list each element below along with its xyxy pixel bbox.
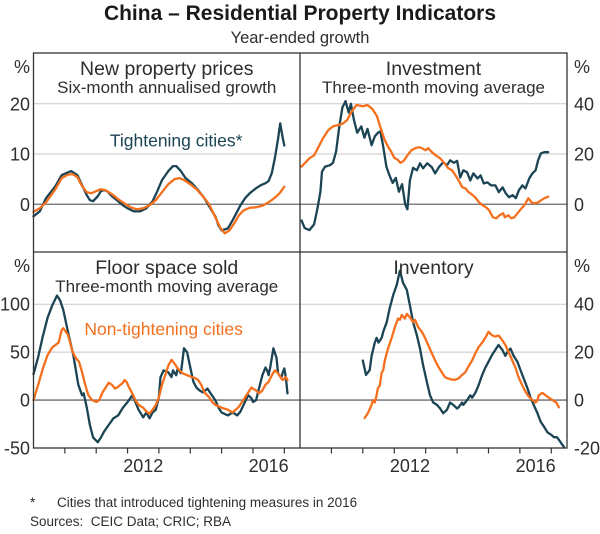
page-title: China – Residential Property Indicators: [103, 2, 497, 25]
y-axis-tick-label: 0: [20, 391, 30, 411]
series-line-tightening-cities: [300, 100, 550, 232]
y-axis-unit-label: %: [14, 57, 30, 77]
x-axis-year-label: 2012: [390, 456, 430, 476]
panel-subtitle-new-property-prices: Six-month annualised growth: [57, 78, 276, 97]
series-line-tightening-cities: [361, 269, 566, 448]
panel-subtitle-floor-space-sold: Three-month moving average: [55, 277, 278, 296]
panel-subtitle-investment: Three-month moving average: [322, 78, 545, 97]
y-axis-tick-label: 20: [574, 145, 594, 165]
series-line-non-tightening-cities: [32, 327, 289, 415]
series-annotation-floor-space-sold: Non-tightening cities: [84, 319, 243, 339]
y-axis-tick-label: 20: [574, 343, 594, 363]
y-axis-unit-label: %: [574, 256, 590, 276]
panel-title-investment: Investment: [386, 58, 482, 80]
y-axis-tick-label: 100: [0, 295, 30, 315]
panel-title-new-property-prices: New property prices: [80, 58, 254, 80]
y-axis-tick-label: 0: [574, 391, 584, 411]
chart-subtitle: Year-ended growth: [230, 29, 370, 47]
series-line-non-tightening-cities: [300, 103, 550, 220]
y-axis-unit-label: %: [14, 256, 30, 276]
y-axis-tick-label: 50: [10, 343, 30, 363]
sources-line: Sources: CEIC Data; CRIC; RBA: [30, 514, 232, 529]
y-axis-tick-label: 20: [10, 94, 30, 114]
y-axis-tick-label: 10: [10, 145, 30, 165]
x-axis-year-label: 2016: [516, 456, 556, 476]
footnote-text: Cities that introduced tightening measur…: [57, 495, 358, 510]
series-line-tightening-cities: [32, 294, 289, 444]
x-axis-year-label: 2012: [123, 456, 163, 476]
y-axis-tick-label: -20: [574, 439, 600, 459]
y-axis-tick-label: 0: [574, 195, 584, 215]
y-axis-tick-label: 40: [574, 94, 594, 114]
y-axis-tick-label: 0: [20, 195, 30, 215]
x-axis-year-label: 2016: [249, 456, 289, 476]
y-axis-unit-label: %: [574, 57, 590, 77]
footnote-marker: *: [30, 495, 36, 510]
series-line-non-tightening-cities: [363, 312, 560, 420]
y-axis-tick-label: 40: [574, 295, 594, 315]
panel-title-inventory: Inventory: [393, 257, 473, 279]
panel-title-floor-space-sold: Floor space sold: [95, 257, 238, 279]
y-axis-tick-label: -50: [4, 439, 30, 459]
series-annotation-new-property-prices: Tightening cities*: [110, 130, 243, 150]
series-line-tightening-cities: [32, 122, 286, 232]
series-line-non-tightening-cities: [32, 172, 286, 235]
